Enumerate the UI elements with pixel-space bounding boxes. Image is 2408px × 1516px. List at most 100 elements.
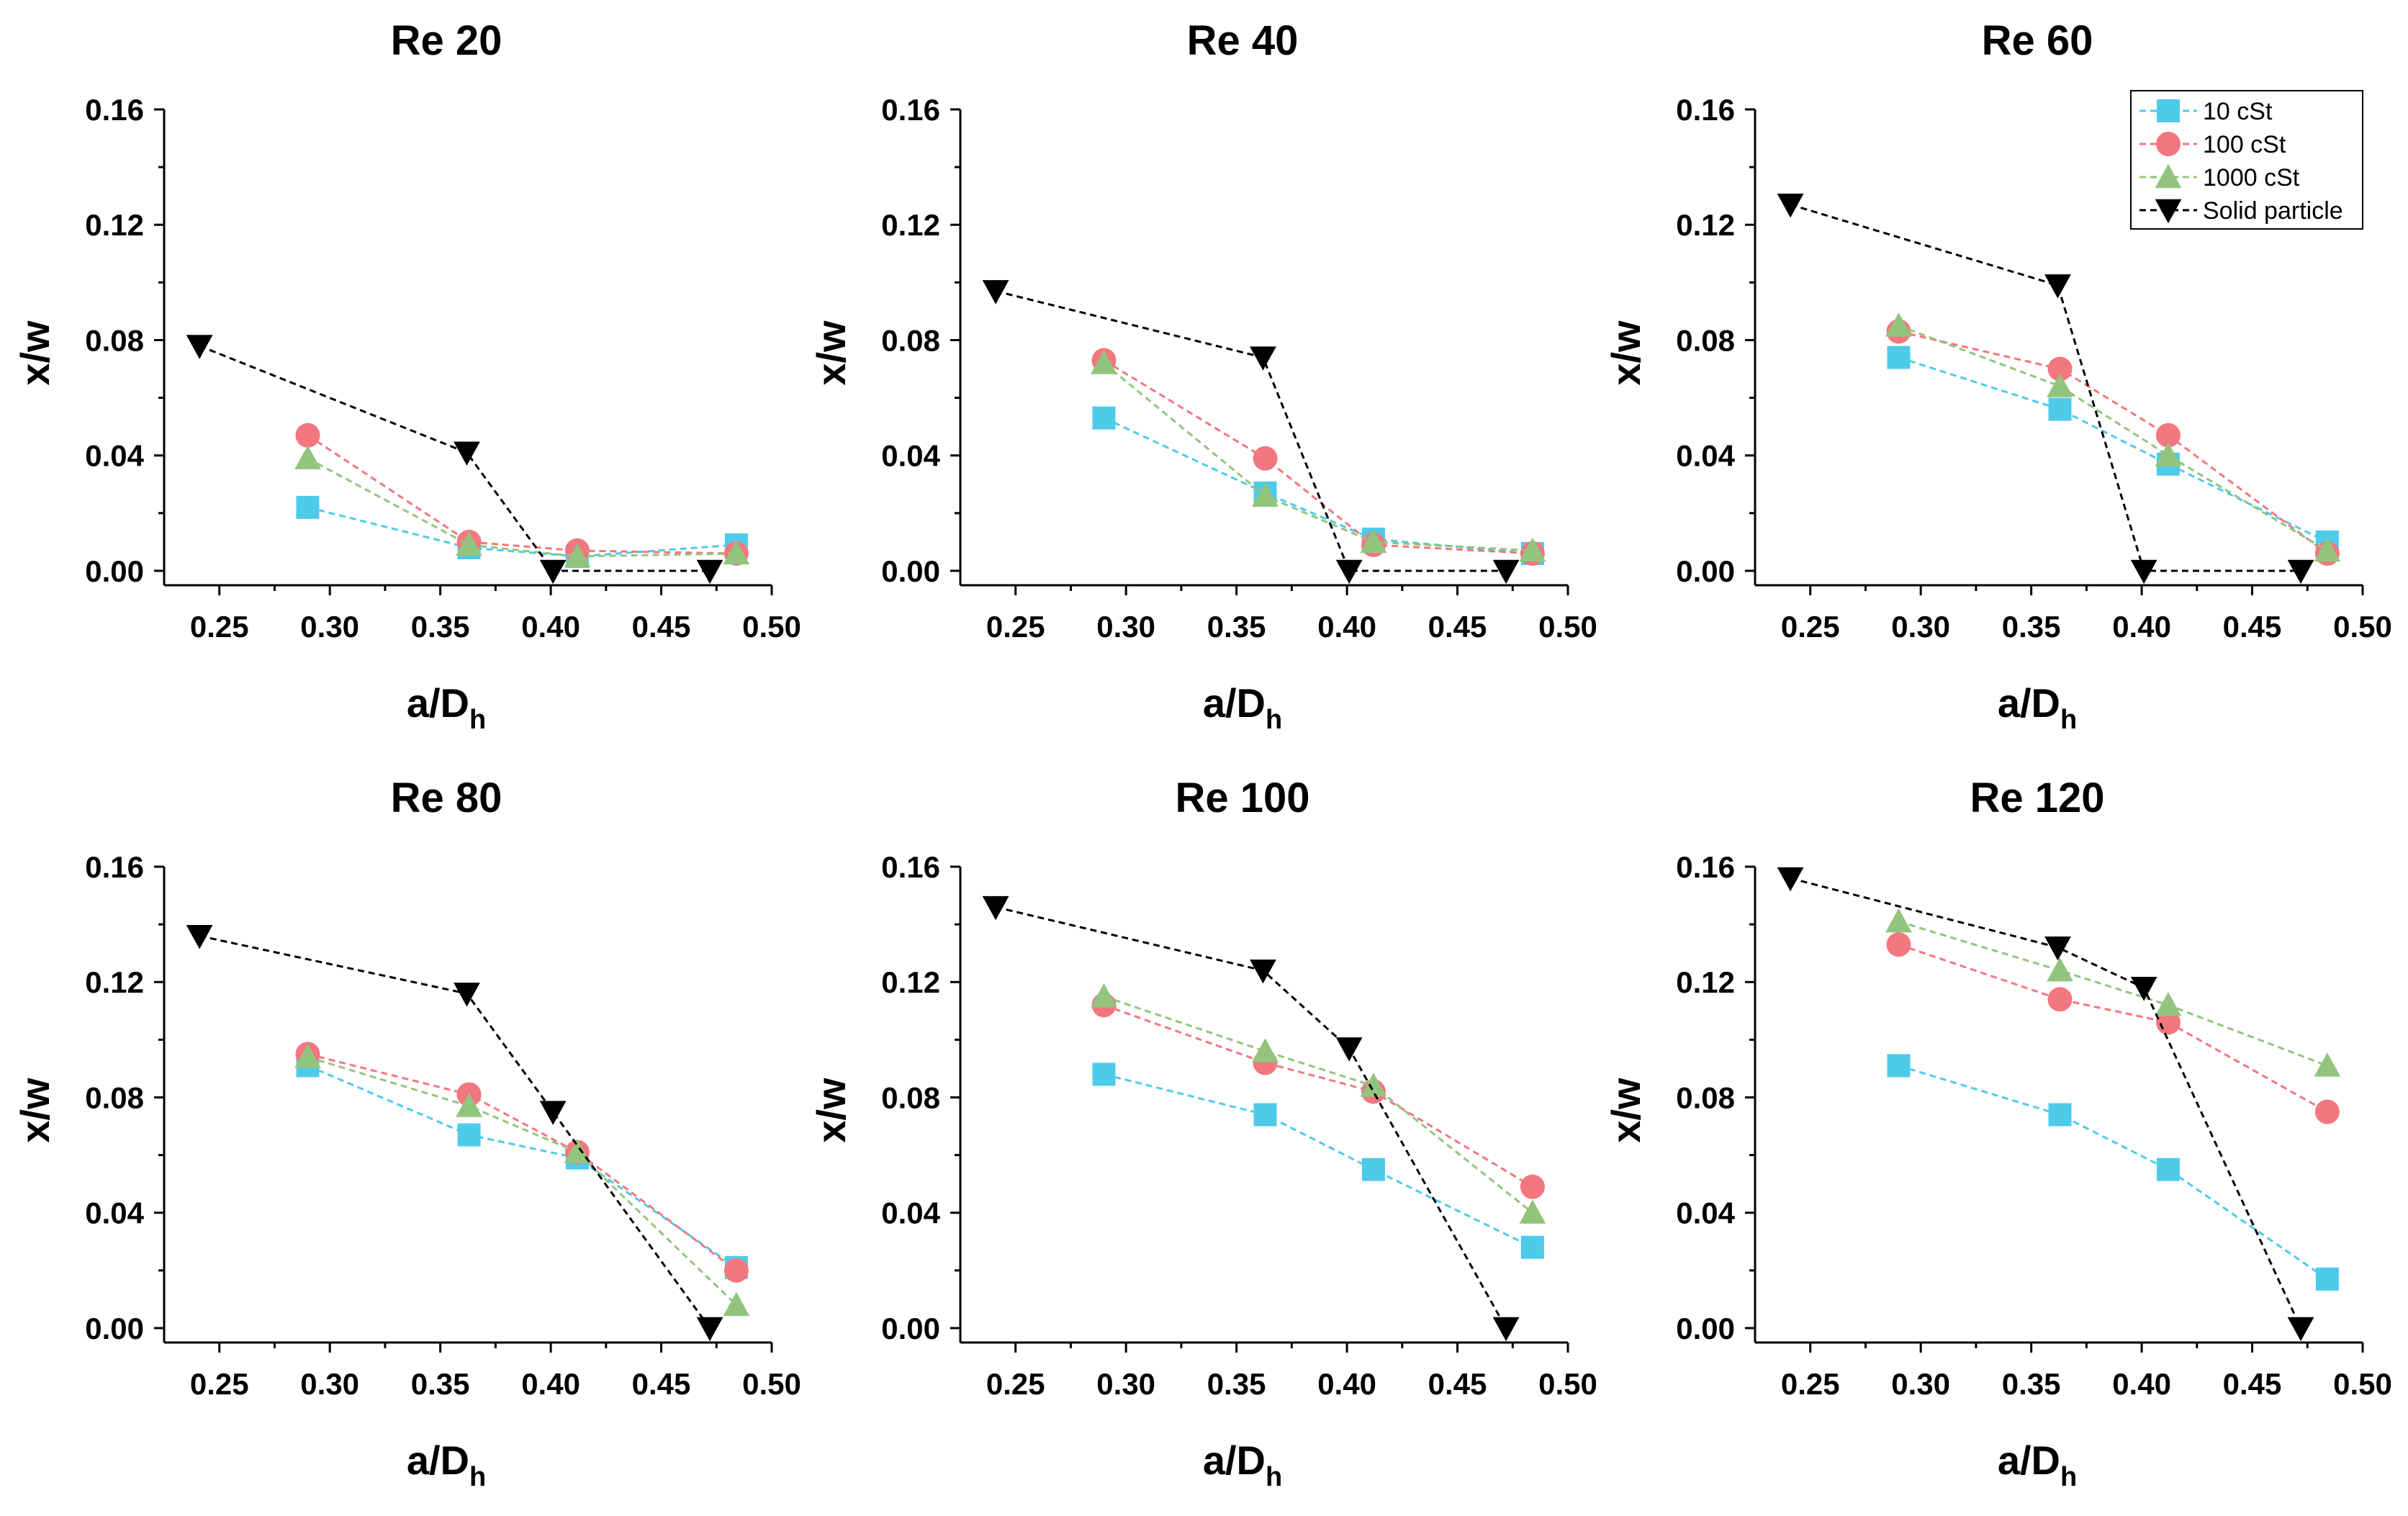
series-10-cst: [1887, 346, 2339, 554]
data-point: [296, 495, 320, 519]
data-point: [539, 559, 567, 585]
x-tick-label: 0.25: [1781, 1367, 1840, 1401]
y-tick-label: 0.16: [1676, 93, 1735, 127]
data-point: [2287, 559, 2314, 585]
data-point: [294, 445, 321, 469]
x-axis-label: a/Dh: [1203, 1438, 1282, 1492]
x-tick-label: 0.50: [2333, 610, 2392, 644]
y-tick-label: 0.08: [1676, 1080, 1735, 1114]
data-point: [1887, 1054, 1911, 1078]
data-point: [2130, 559, 2157, 585]
x-tick-label: 0.30: [1891, 610, 1950, 644]
y-tick-label: 0.12: [85, 208, 144, 242]
x-tick-label: 0.30: [1096, 610, 1155, 644]
y-tick-label: 0.08: [881, 323, 940, 357]
data-point: [1360, 528, 1387, 554]
data-point: [186, 335, 213, 359]
data-point: [723, 540, 750, 565]
legend-label: Solid particle: [2203, 197, 2343, 225]
legend-marker: [2155, 163, 2182, 189]
data-point: [2044, 936, 2071, 961]
x-axis-label-subscript: h: [1266, 705, 1282, 735]
y-axis-label: x/w: [1603, 320, 1649, 386]
data-point: [1777, 194, 1804, 218]
x-tick-label: 0.25: [986, 610, 1045, 644]
data-point: [454, 983, 480, 1007]
chart-panel-1: Re 20 0.00 0.04 0.08 0.12 0.16 0.25 0.30 0.35 0.4…: [12, 17, 801, 735]
series-line: [1103, 359, 1533, 555]
x-tick-label: 0.45: [632, 1367, 691, 1401]
x-tick-label: 0.45: [1428, 610, 1487, 644]
data-point: [1252, 482, 1279, 507]
data-point: [2048, 397, 2072, 421]
x-axis-label-subscript: h: [2060, 705, 2077, 735]
data-point: [1777, 867, 1804, 892]
data-point: [1092, 406, 1116, 430]
y-tick-label: 0.16: [85, 850, 144, 884]
data-point: [1252, 1038, 1279, 1062]
y-tick-label: 0.08: [1676, 323, 1735, 357]
y-tick-label: 0.04: [1676, 1196, 1735, 1230]
series-line: [1104, 995, 1533, 1214]
series-line: [307, 1052, 737, 1272]
x-axis-label-subscript: h: [2060, 1462, 2077, 1492]
series-solid-particle: [1777, 867, 2314, 1342]
y-axis-label: x/w: [808, 320, 854, 386]
y-axis-label: x/w: [12, 1078, 58, 1143]
data-point: [295, 423, 320, 448]
legend-marker: [2156, 132, 2181, 156]
legend-label: 100 cSt: [2203, 131, 2286, 158]
series-10-cst: [1887, 1054, 2339, 1291]
chart-panel-4: Re 80 0.00 0.04 0.08 0.12 0.16 0.25 0.30 0.35 0.4…: [12, 775, 801, 1492]
chart-panel-3: Re 60 0.00 0.04 0.08 0.12 0.16 0.25 0.30 0.35 0.4…: [1603, 17, 2392, 735]
y-tick-label: 0.00: [881, 1312, 940, 1345]
data-point: [723, 1258, 749, 1283]
y-tick-label: 0.16: [881, 93, 940, 127]
series-line: [1103, 417, 1533, 555]
series-solid-particle: [186, 335, 723, 585]
series-line: [1790, 877, 2302, 1329]
x-tick-label: 0.45: [2223, 610, 2282, 644]
x-tick-label: 0.30: [1891, 1367, 1950, 1401]
y-tick-label: 0.00: [85, 554, 144, 588]
data-point: [1492, 1317, 1520, 1342]
x-tick-label: 0.35: [2002, 1367, 2061, 1401]
data-point: [454, 441, 480, 466]
series-10-cst: [1092, 1062, 1544, 1259]
y-tick-label: 0.04: [1676, 439, 1735, 473]
series-line: [1790, 203, 2301, 572]
y-tick-label: 0.00: [881, 554, 940, 588]
series-1000-cst: [1091, 983, 1546, 1224]
series-line: [1898, 920, 2328, 1067]
data-point: [564, 543, 591, 568]
x-tick-label: 0.35: [1207, 610, 1266, 644]
x-axis-label-main: a/D: [407, 680, 469, 726]
chart-title: Re 40: [1187, 17, 1299, 64]
data-point: [1885, 908, 1912, 933]
data-point: [2315, 1267, 2339, 1291]
data-point: [2044, 274, 2071, 299]
series-line: [307, 1055, 737, 1307]
y-tick-label: 0.12: [85, 965, 144, 999]
x-tick-label: 0.30: [300, 1367, 359, 1401]
x-tick-label: 0.50: [1538, 610, 1597, 644]
series-line: [307, 506, 737, 558]
data-point: [2048, 1103, 2072, 1127]
data-point: [2047, 356, 2073, 382]
legend-label: 1000 cSt: [2203, 164, 2300, 191]
series-100-cst: [295, 1042, 749, 1283]
data-point: [1253, 446, 1278, 471]
series-1000-cst: [294, 445, 750, 568]
data-point: [723, 1291, 750, 1317]
data-point: [564, 1139, 591, 1163]
x-tick-label: 0.35: [411, 1367, 470, 1401]
series-solid-particle: [982, 280, 1520, 585]
y-tick-label: 0.04: [85, 1196, 144, 1230]
x-tick-label: 0.35: [411, 610, 470, 644]
data-point: [2314, 1099, 2340, 1124]
data-point: [1335, 559, 1363, 585]
data-point: [2314, 1052, 2341, 1077]
y-tick-label: 0.04: [881, 439, 940, 473]
x-axis-label-main: a/D: [1998, 680, 2060, 726]
data-point: [1885, 312, 1912, 337]
